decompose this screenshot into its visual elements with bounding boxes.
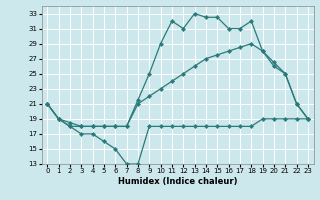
X-axis label: Humidex (Indice chaleur): Humidex (Indice chaleur) xyxy=(118,177,237,186)
